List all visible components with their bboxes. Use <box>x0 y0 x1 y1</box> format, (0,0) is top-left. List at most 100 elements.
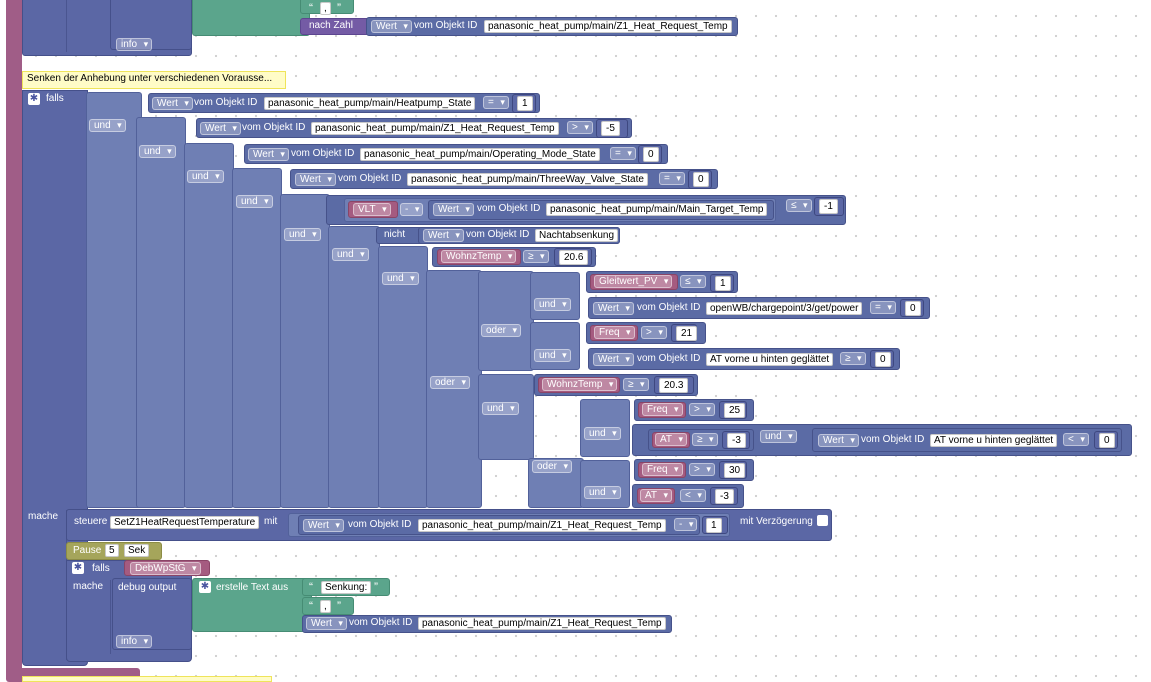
value-dropdown-at-2[interactable]: Wert <box>818 434 859 447</box>
and-dropdown-1[interactable]: und <box>89 119 126 132</box>
prev-text-join-block[interactable] <box>192 0 310 36</box>
object-id-operating-mode[interactable]: panasonic_heat_pump/main/Operating_Mode_… <box>360 148 600 161</box>
number-set-minus[interactable]: 1 <box>706 518 722 533</box>
and-dropdown-2[interactable]: und <box>139 145 176 158</box>
and-dropdown-10[interactable]: und <box>482 402 519 415</box>
or-block-2[interactable] <box>478 271 534 371</box>
text-comma-field[interactable]: , <box>320 600 331 613</box>
value-dropdown-target[interactable]: Wert <box>433 203 474 216</box>
and-block-10[interactable] <box>478 374 534 460</box>
inner-if-gear-icon[interactable]: ✱ <box>72 562 84 574</box>
var-at-1-dropdown[interactable]: AT <box>655 433 688 446</box>
pause-unit-field[interactable]: Sek <box>124 544 150 557</box>
op-eq-threeway[interactable]: = <box>659 172 685 185</box>
object-id-z1-debug[interactable]: panasonic_heat_pump/main/Z1_Heat_Request… <box>418 617 666 630</box>
var-at-2-dropdown[interactable]: AT <box>640 489 673 502</box>
and-block-4[interactable] <box>232 168 282 508</box>
and-dropdown-4[interactable]: und <box>236 195 273 208</box>
op-ge-wohnz-2[interactable]: ≥ <box>623 378 649 391</box>
value-dropdown-heatpump[interactable]: Wert <box>152 97 193 110</box>
object-id-at-smooth-2[interactable]: AT vorne u hinten geglättet <box>930 434 1058 447</box>
and-dropdown-11[interactable]: und <box>584 427 621 440</box>
op-gt-z1[interactable]: > <box>567 121 593 134</box>
op-lt-at-var[interactable]: < <box>680 489 706 502</box>
object-id-main-target[interactable]: panasonic_heat_pump/main/Main_Target_Tem… <box>546 203 768 216</box>
op-gt-freq-1[interactable]: > <box>641 326 667 339</box>
delay-checkbox[interactable] <box>817 515 828 526</box>
prev-value-object-id[interactable]: panasonic_heat_pump/main/Z1_Heat_Request… <box>484 20 732 33</box>
debug-level-dropdown[interactable]: info <box>116 635 153 648</box>
op-minus[interactable]: - <box>400 203 424 216</box>
number-freq-1[interactable]: 21 <box>676 326 698 341</box>
op-le-vlt[interactable]: ≤ <box>786 199 812 212</box>
and-dropdown-13[interactable]: und <box>584 486 621 499</box>
and-dropdown-3[interactable]: und <box>187 170 224 183</box>
and-dropdown-12[interactable]: und <box>760 430 797 443</box>
and-block-5[interactable] <box>280 194 330 508</box>
and-dropdown-6[interactable]: und <box>332 248 369 261</box>
var-debwpstg-dropdown[interactable]: DebWpStG <box>130 562 201 575</box>
number-heatpump-state[interactable]: 1 <box>517 96 533 111</box>
number-wohnz-1[interactable]: 20.6 <box>559 250 589 265</box>
value-dropdown-nacht[interactable]: Wert <box>423 229 464 242</box>
and-dropdown-9[interactable]: und <box>534 349 571 362</box>
prev-value-dropdown[interactable]: Wert <box>371 20 412 33</box>
value-dropdown-z1-debug[interactable]: Wert <box>306 617 347 630</box>
number-vlt[interactable]: -1 <box>819 199 838 214</box>
or-dropdown-1[interactable]: oder <box>430 376 471 389</box>
text-join-block[interactable] <box>192 578 312 632</box>
number-freq-2[interactable]: 25 <box>724 403 746 418</box>
number-operating-mode[interactable]: 0 <box>643 147 659 162</box>
text-senkung-field[interactable]: Senkung: <box>321 581 372 594</box>
op-eq-opmode[interactable]: = <box>610 147 636 160</box>
number-z1-request[interactable]: -5 <box>601 121 620 136</box>
var-freq-2-dropdown[interactable]: Freq <box>642 403 683 416</box>
comment-bubble-next[interactable] <box>22 676 272 682</box>
number-threeway[interactable]: 0 <box>693 172 709 187</box>
number-at-smooth-2[interactable]: 0 <box>1099 433 1115 448</box>
object-id-z1-set[interactable]: panasonic_heat_pump/main/Z1_Heat_Request… <box>418 519 666 532</box>
value-dropdown-at-1[interactable]: Wert <box>593 353 634 366</box>
set-state-target[interactable]: SetZ1HeatRequestTemperature <box>110 516 260 529</box>
var-wohnztemp-1-dropdown[interactable]: WohnzTemp <box>441 250 517 263</box>
number-at-var-2[interactable]: -3 <box>715 489 734 504</box>
comment-bubble[interactable]: Senken der Anhebung unter verschiedenen … <box>22 71 286 89</box>
prev-comma-field[interactable]: , <box>320 2 331 15</box>
and-block-13[interactable] <box>580 460 630 508</box>
object-id-heatpump-state[interactable]: panasonic_heat_pump/main/Heatpump_State <box>264 97 476 110</box>
object-id-openwb[interactable]: openWB/chargepoint/3/get/power <box>706 302 863 315</box>
object-id-threeway[interactable]: panasonic_heat_pump/main/ThreeWay_Valve_… <box>407 173 648 186</box>
op-lt-at-2[interactable]: < <box>1063 433 1089 446</box>
and-block-2[interactable] <box>136 117 186 508</box>
var-freq-1-dropdown[interactable]: Freq <box>594 326 635 339</box>
object-id-z1-request[interactable]: panasonic_heat_pump/main/Z1_Heat_Request… <box>311 122 559 135</box>
main-if-gear-icon[interactable]: ✱ <box>28 93 40 105</box>
op-eq-openwb[interactable]: = <box>870 301 896 314</box>
number-at-var-1[interactable]: -3 <box>727 433 746 448</box>
and-block-9[interactable] <box>530 322 580 370</box>
op-gt-freq-3[interactable]: > <box>689 463 715 476</box>
or-dropdown-2[interactable]: oder <box>481 324 522 337</box>
and-block-6[interactable] <box>328 226 380 508</box>
pause-seconds-field[interactable]: 5 <box>105 544 119 557</box>
and-block-1[interactable] <box>86 92 142 508</box>
prev-info-dropdown[interactable]: info <box>116 38 153 51</box>
and-dropdown-7[interactable]: und <box>382 272 419 285</box>
number-gleitwert[interactable]: 1 <box>715 276 731 291</box>
number-at-smooth-1[interactable]: 0 <box>875 352 891 367</box>
text-join-gear-icon[interactable]: ✱ <box>199 581 211 593</box>
and-dropdown-8[interactable]: und <box>534 298 571 311</box>
value-dropdown-z1-set[interactable]: Wert <box>303 519 344 532</box>
or-block-1[interactable] <box>426 270 482 508</box>
value-dropdown-threeway[interactable]: Wert <box>295 173 336 186</box>
op-gt-freq-2[interactable]: > <box>689 403 715 416</box>
and-block-3[interactable] <box>184 143 234 508</box>
and-dropdown-5[interactable]: und <box>284 228 321 241</box>
value-dropdown-openwb[interactable]: Wert <box>593 302 634 315</box>
outer-event-block[interactable] <box>6 0 22 680</box>
number-wohnz-2[interactable]: 20.3 <box>659 378 689 393</box>
var-vlt-dropdown[interactable]: VLT <box>353 203 391 216</box>
and-block-7[interactable] <box>378 246 428 508</box>
or-dropdown-3[interactable]: oder <box>532 460 573 473</box>
value-dropdown-opmode[interactable]: Wert <box>248 148 289 161</box>
